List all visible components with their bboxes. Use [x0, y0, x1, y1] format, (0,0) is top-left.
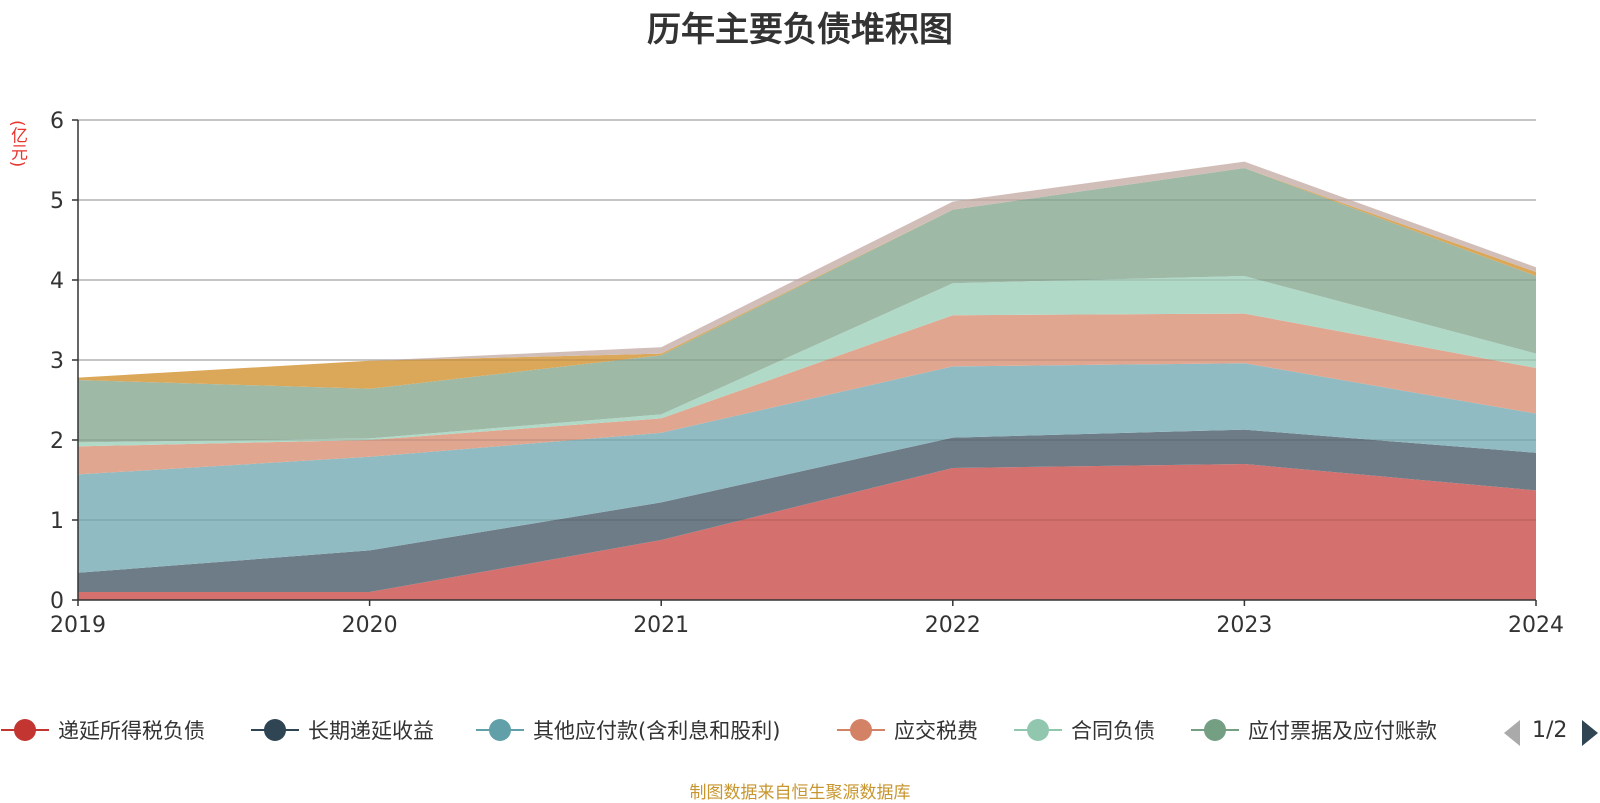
legend-label: 递延所得税负债 — [58, 719, 205, 743]
data-source-note: 制图数据来自恒生聚源数据库 — [689, 783, 911, 803]
legend-marker-icon — [1191, 719, 1239, 741]
legend-prev-page-icon[interactable] — [1504, 720, 1520, 746]
legend-item[interactable]: 合同负债 — [1013, 712, 1155, 748]
legend-marker-icon — [251, 719, 299, 741]
area-series-0 — [78, 464, 1536, 600]
chart-title: 历年主要负债堆积图 — [647, 10, 953, 50]
legend-page-indicator: 1/2 — [1532, 718, 1568, 743]
area-series-group — [78, 119, 1536, 600]
legend-item[interactable]: 长期递延收益 — [250, 712, 434, 748]
legend-marker-icon — [476, 719, 524, 741]
x-tick-label: 2022 — [925, 613, 981, 638]
legend-pager: 1/2 — [1500, 716, 1600, 750]
stacked-area-chart: 0 1 2 3 4 5 6 2019 2020 2021 2022 2023 2024 — [50, 109, 1564, 638]
y-tick-label: 4 — [50, 269, 64, 294]
y-tick-label: 6 — [50, 109, 64, 134]
y-axis-unit-label: (亿元) — [7, 120, 27, 168]
legend-marker-icon — [1, 719, 49, 741]
x-tick-label: 2019 — [50, 613, 106, 638]
x-tick-label: 2021 — [633, 613, 689, 638]
x-tick-label: 2023 — [1216, 613, 1272, 638]
area-series-3 — [78, 313, 1536, 475]
legend-item[interactable]: 应付票据及应付账款 — [1190, 712, 1437, 748]
x-tick-label: 2020 — [342, 613, 398, 638]
area-series-1 — [78, 429, 1536, 592]
legend-next-page-icon[interactable] — [1582, 720, 1598, 746]
legend-label: 合同负债 — [1071, 719, 1155, 743]
legend-label: 其他应付款(含利息和股利) — [533, 719, 781, 743]
legend-item[interactable]: 递延所得税负债 — [0, 712, 205, 748]
legend-label: 长期递延收益 — [308, 719, 434, 743]
legend: 递延所得税负债 长期递延收益 其他应付款(含利息和股利) 应交税费 合同负债 应付票据及应… — [0, 712, 1600, 748]
legend-label: 应交税费 — [894, 719, 978, 743]
x-tick-label: 2024 — [1508, 613, 1564, 638]
area-series-5 — [78, 168, 1536, 443]
legend-item[interactable]: 其他应付款(含利息和股利) — [475, 712, 780, 748]
legend-marker-icon — [1014, 719, 1062, 741]
legend-marker-icon — [837, 719, 885, 741]
y-tick-label: 3 — [50, 349, 64, 374]
y-tick-label: 2 — [50, 429, 64, 454]
y-tick-label: 0 — [50, 589, 64, 614]
y-tick-label: 1 — [50, 509, 64, 534]
legend-item[interactable]: 应交税费 — [836, 712, 978, 748]
area-series-4 — [78, 276, 1536, 447]
area-series-2 — [78, 363, 1536, 573]
y-tick-label: 5 — [50, 189, 64, 214]
axes: 0 1 2 3 4 5 6 2019 2020 2021 2022 2023 2024 — [50, 109, 1564, 638]
legend-label: 应付票据及应付账款 — [1248, 719, 1437, 743]
